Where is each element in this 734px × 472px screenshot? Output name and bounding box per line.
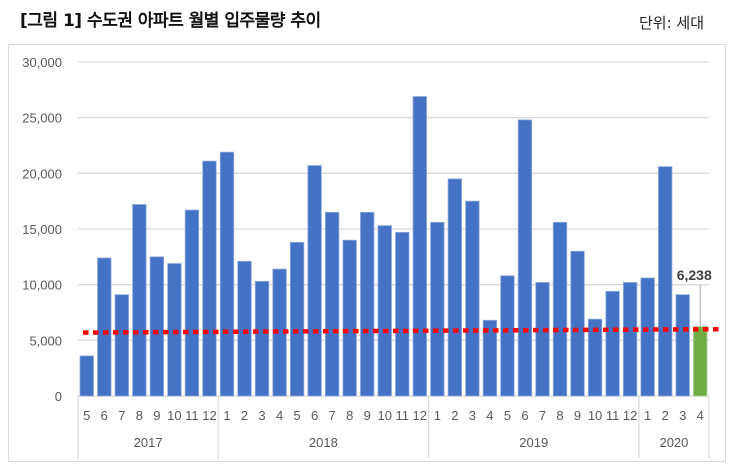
x-month-label: 11	[396, 408, 410, 423]
x-month-label: 12	[202, 408, 216, 423]
x-month-label: 2	[241, 408, 248, 423]
x-month-label: 8	[136, 408, 143, 423]
x-month-label: 11	[185, 408, 199, 423]
x-month-label: 1	[434, 408, 441, 423]
x-year-label: 2020	[659, 435, 688, 450]
chart-area: 0 5,000 10,000 15,000 20,000 25,000 30,000 6,2…	[8, 44, 726, 462]
x-month-label: 11	[606, 408, 620, 423]
bar	[237, 260, 252, 397]
x-month-label: 9	[364, 408, 371, 423]
x-month-label: 5	[504, 408, 511, 423]
unit-label: 단위: 세대	[638, 14, 704, 32]
x-month-label: 12	[623, 408, 637, 423]
x-month-label: 3	[258, 408, 265, 423]
gridlines	[78, 61, 709, 397]
bar	[605, 290, 620, 397]
bar	[97, 257, 112, 397]
x-month-label: 12	[413, 408, 427, 423]
x-month-label: 1	[223, 408, 230, 423]
bar	[535, 282, 550, 397]
y-tick-label: 15,000	[22, 222, 62, 237]
x-month-label: 10	[378, 408, 392, 423]
x-month-label: 7	[539, 408, 546, 423]
x-month-label: 2	[451, 408, 458, 423]
bar	[640, 277, 655, 397]
y-tick-label: 0	[55, 389, 62, 404]
bar	[79, 355, 94, 397]
bar	[570, 250, 585, 397]
bar	[342, 239, 357, 397]
y-axis-labels: 0 5,000 10,000 15,000 20,000 25,000 30,000	[22, 55, 62, 404]
bar	[412, 96, 427, 397]
x-month-label: 1	[644, 408, 651, 423]
x-month-label: 6	[101, 408, 108, 423]
bar	[202, 160, 217, 397]
bar	[114, 294, 129, 397]
reference-line	[82, 326, 722, 335]
bar	[377, 225, 392, 397]
x-month-label: 6	[311, 408, 318, 423]
x-month-label: 5	[83, 408, 90, 423]
x-month-label: 7	[118, 408, 125, 423]
bar	[395, 231, 410, 397]
x-month-label: 8	[556, 408, 563, 423]
x-month-label: 8	[346, 408, 353, 423]
bar	[465, 200, 480, 397]
chart-title: [그림 1] 수도권 아파트 월별 입주물량 추이	[20, 11, 321, 31]
y-tick-label: 30,000	[22, 55, 62, 70]
data-label: 6,238	[677, 267, 712, 283]
bar	[167, 263, 182, 397]
bar	[132, 204, 147, 397]
x-month-label: 3	[679, 408, 686, 423]
x-month-label: 4	[697, 408, 704, 423]
bar	[447, 178, 462, 397]
y-tick-label: 5,000	[29, 333, 62, 348]
bar-chart: 0 5,000 10,000 15,000 20,000 25,000 30,000 6,2…	[22, 55, 722, 458]
x-month-label: 6	[521, 408, 528, 423]
x-month-label: 2	[662, 408, 669, 423]
bars	[79, 96, 708, 397]
x-month-label: 9	[153, 408, 160, 423]
x-month-label: 4	[276, 408, 283, 423]
x-month-label: 9	[574, 408, 581, 423]
x-year-label: 2018	[309, 435, 338, 450]
x-month-label: 10	[588, 408, 602, 423]
bar	[149, 256, 165, 397]
x-year-label: 2019	[519, 435, 548, 450]
bar	[552, 221, 568, 397]
bar	[517, 119, 533, 397]
y-tick-label: 10,000	[22, 278, 62, 293]
bar	[482, 319, 498, 397]
x-month-label: 10	[167, 408, 181, 423]
bar	[360, 211, 375, 397]
bar	[430, 221, 445, 397]
x-month-label: 5	[293, 408, 300, 423]
x-month-label: 3	[469, 408, 476, 423]
y-tick-label: 20,000	[22, 166, 62, 181]
bar	[184, 209, 200, 397]
bar	[675, 294, 690, 397]
bar	[500, 275, 515, 397]
bar-highlight	[693, 326, 708, 397]
bar	[307, 165, 322, 397]
bar	[325, 211, 340, 397]
bar	[622, 282, 638, 397]
data-label-annotation: 6,238	[677, 267, 712, 327]
average-dotted-line	[82, 326, 722, 335]
y-tick-label: 25,000	[22, 111, 62, 126]
bar	[254, 280, 270, 397]
x-month-label: 4	[486, 408, 493, 423]
bar	[289, 241, 305, 397]
bar	[658, 166, 673, 397]
bar	[219, 151, 235, 397]
bar	[587, 318, 603, 397]
x-month-label: 7	[329, 408, 336, 423]
x-year-label: 2017	[134, 435, 163, 450]
